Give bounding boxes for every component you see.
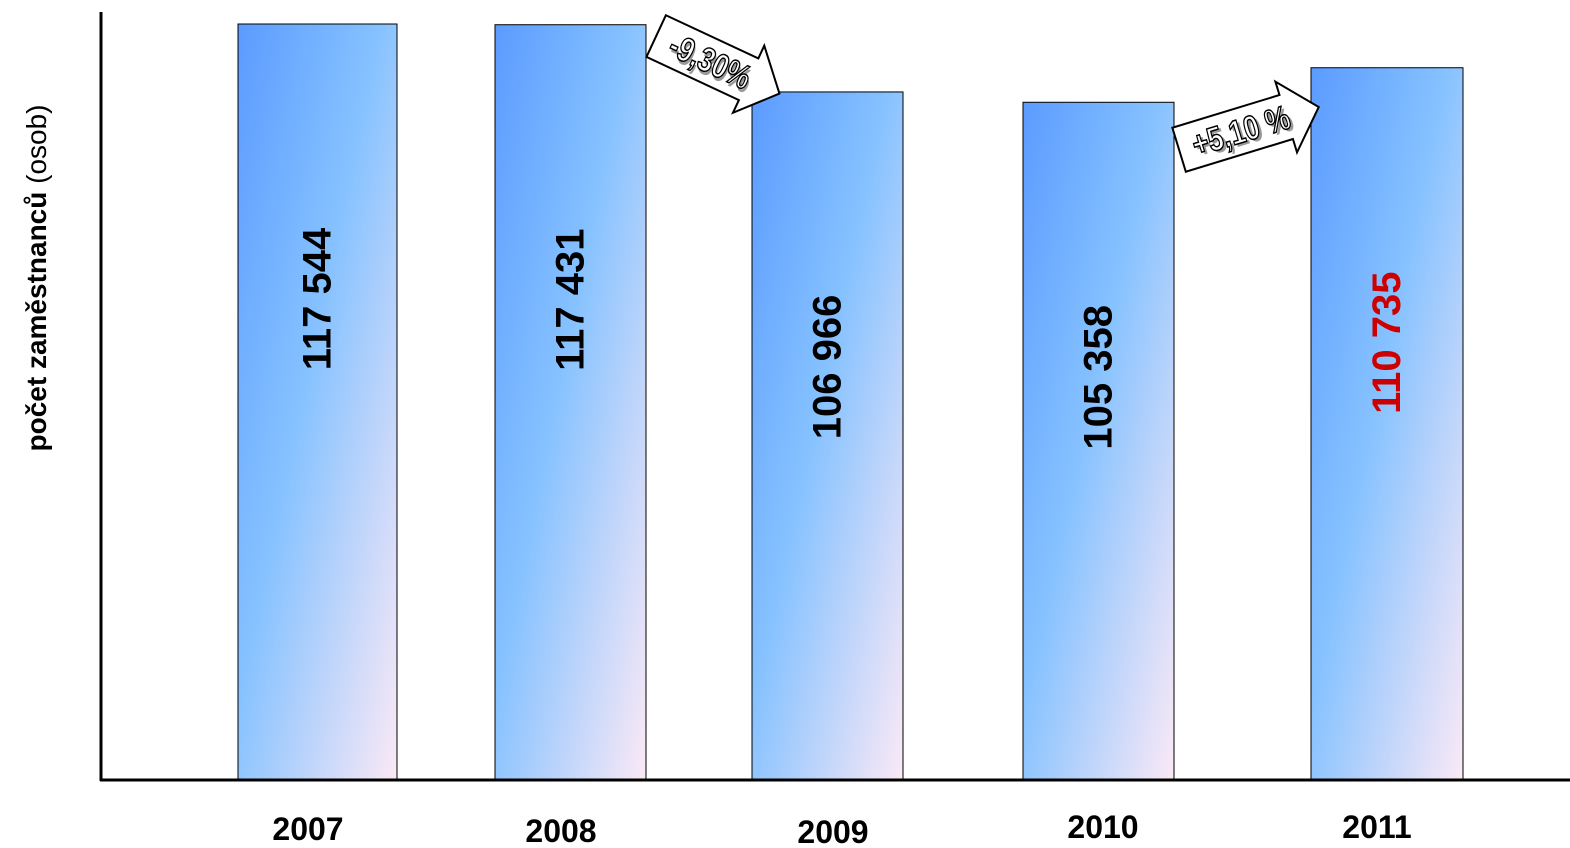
value-label-2010: 105 358: [1077, 305, 1121, 450]
value-label-2007: 117 544: [296, 227, 340, 370]
y-axis-label-bold: počet zaměstnanců: [21, 192, 52, 452]
y-axis-label: počet zaměstnanců (osob): [21, 104, 52, 451]
value-label-2009: 106 966: [806, 295, 850, 440]
bar-2008: [494, 24, 647, 780]
y-axis-label-unit: (osob): [21, 104, 52, 191]
value-label-2008: 117 431: [549, 229, 593, 371]
category-label-2011: 2011: [1342, 809, 1411, 845]
bar-2009: [751, 91, 904, 780]
arrow-shape: [645, 13, 781, 115]
category-labels-group: 2007 2008 2009 2010 2011: [272, 809, 1411, 848]
bar-2010: [1022, 101, 1175, 780]
arrow-shape: [1171, 79, 1321, 174]
value-label-2011: 110 735: [1365, 272, 1409, 414]
category-label-2010: 2010: [1067, 809, 1138, 845]
category-label-2008: 2008: [525, 813, 596, 848]
category-label-2009: 2009: [797, 814, 868, 848]
change-annotations-group: -9,30%-9,30%+5,10 %+5,10 %: [645, 13, 1321, 174]
bar-2007: [237, 23, 398, 780]
value-labels-group: 117 544 117 431 106 966 105 358 110 735: [296, 227, 1410, 450]
bars-group: [237, 23, 1464, 780]
change-annotation-2010-2011: +5,10 %+5,10 %: [1171, 79, 1321, 174]
bar-2011: [1310, 67, 1464, 780]
category-label-2007: 2007: [272, 811, 343, 847]
